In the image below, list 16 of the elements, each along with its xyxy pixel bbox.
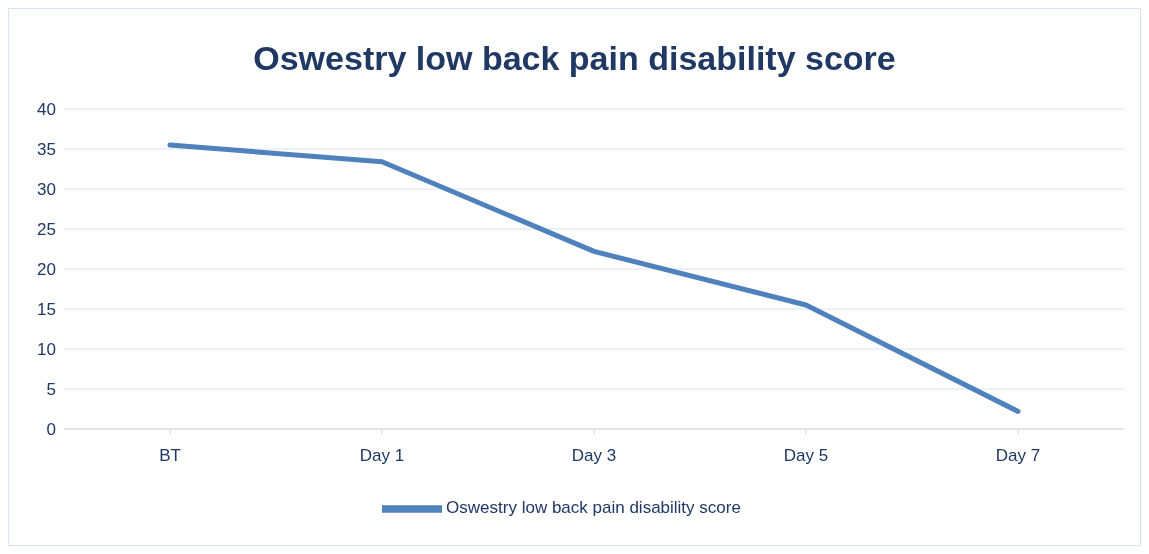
y-tick-label: 35 <box>37 140 56 160</box>
x-tick-label: BT <box>159 446 181 466</box>
x-tick-label: Day 3 <box>571 446 617 466</box>
x-tick-label: Day 5 <box>783 446 829 466</box>
y-tick-label: 25 <box>37 220 56 240</box>
y-tick-label: 15 <box>37 300 56 320</box>
y-tick-label: 40 <box>37 100 56 120</box>
y-tick-label: 10 <box>37 340 56 360</box>
y-tick-label: 0 <box>46 420 56 440</box>
x-tick-label: Day 7 <box>995 446 1041 466</box>
x-tick-label: Day 1 <box>359 446 405 466</box>
legend-label: Oswestry low back pain disability score <box>446 498 741 518</box>
y-tick-label: 30 <box>37 180 56 200</box>
y-tick-label: 5 <box>46 380 56 400</box>
chart-title: Oswestry low back pain disability score <box>252 38 897 79</box>
y-tick-label: 20 <box>37 260 56 280</box>
